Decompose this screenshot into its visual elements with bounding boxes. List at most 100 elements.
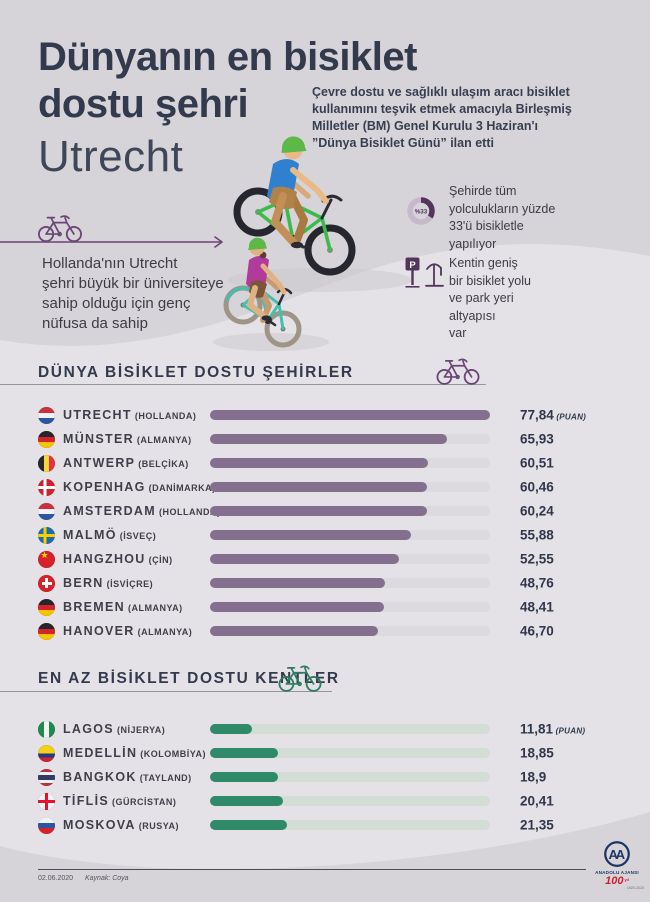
city-label: UTRECHT (HOLLANDA)	[63, 408, 197, 422]
bar-track	[210, 434, 490, 444]
city-label: MÜNSTER (ALMANYA)	[63, 432, 192, 446]
footer-divider	[38, 869, 586, 870]
bar-track	[210, 554, 490, 564]
footer-source: Kaynak: Coya	[85, 875, 129, 882]
city-label: MOSKOVA (RUSYA)	[63, 818, 179, 832]
bar-track	[210, 602, 490, 612]
chart-row: BANGKOK (TAYLAND) 18,9	[0, 765, 650, 789]
flag-icon-be	[38, 454, 55, 472]
section-title-unfriendly: EN AZ BİSİKLET DOSTU KENTLER	[38, 670, 340, 687]
value-label: 77,84 (PUAN)	[520, 407, 587, 423]
city-label: HANGZHOU (ÇİN)	[63, 552, 173, 566]
bar-track	[210, 626, 490, 636]
chart-row: LAGOS (NİJERYA) 11,81 (PUAN)	[0, 717, 650, 741]
bar-fill	[210, 506, 427, 516]
bar-fill	[210, 578, 386, 588]
flag-icon-co	[38, 744, 55, 762]
bicycle-icon-green	[277, 663, 323, 693]
bar-track	[210, 530, 490, 540]
intro-paragraph: Çevre dostu ve sağlıklı ulaşım aracı bis…	[312, 85, 572, 150]
city-label: KOPENHAG (DANİMARKA)	[63, 480, 216, 494]
chart-row: MÜNSTER (ALMANYA) 65,93	[0, 427, 650, 451]
bar-track	[210, 578, 490, 588]
bar-fill	[210, 530, 411, 540]
page-title: Dünyanın en bisiklet dostu şehri	[38, 35, 417, 126]
country-label: (ALMANYA)	[137, 627, 193, 637]
bar-track	[210, 796, 490, 806]
chart-row: UTRECHT (HOLLANDA) 77,84 (PUAN)	[0, 403, 650, 427]
footer-date: 02.06.2020	[38, 875, 74, 882]
flag-icon-nl	[38, 502, 55, 520]
bar-fill	[210, 724, 253, 734]
value-label: 60,46	[520, 479, 554, 495]
bar-track	[210, 410, 490, 420]
country-label: (KOLOMBİYA)	[140, 749, 206, 759]
bar-track	[210, 748, 490, 758]
city-label: TİFLİS (GÜRCİSTAN)	[63, 794, 177, 808]
country-label: (HOLLANDA)	[134, 411, 197, 421]
bar-track	[210, 724, 490, 734]
value-label: 11,81 (PUAN)	[520, 721, 586, 737]
bar-track	[210, 772, 490, 782]
agency-logo: AA ANADOLU AJANSI 100 yıl 1920-2020	[590, 839, 644, 890]
donut-label: %33	[415, 208, 428, 215]
value-label: 52,55	[520, 551, 554, 567]
city-label: LAGOS (NİJERYA)	[63, 722, 166, 736]
country-label: (ALMANYA)	[127, 603, 183, 613]
country-label: (GÜRCİSTAN)	[112, 797, 177, 807]
chart-row: MALMÖ (İSVEÇ) 55,88	[0, 523, 650, 547]
country-label: (TAYLAND)	[139, 773, 192, 783]
bar-track	[210, 820, 490, 830]
friendly-cities-chart: UTRECHT (HOLLANDA) 77,84 (PUAN) MÜNSTER (ALM…	[0, 403, 650, 643]
bar-track	[210, 506, 490, 516]
chart-row: AMSTERDAM (HOLLANDA) 60,24	[0, 499, 650, 523]
cyclists-illustration	[213, 136, 412, 351]
flag-icon-de	[38, 622, 55, 640]
chart-row: BREMEN (ALMANYA) 48,41	[0, 595, 650, 619]
value-label: 46,70	[520, 623, 554, 639]
agency-name: ANADOLU AJANSI	[595, 870, 639, 875]
section-divider	[0, 384, 486, 385]
bar-fill	[210, 820, 287, 830]
parking-sign-letter: P	[409, 260, 416, 271]
share-fact-text: Şehirde tüm yolculukların yüzde 33'ü bis…	[449, 184, 556, 251]
value-label: 60,51	[520, 455, 554, 471]
bar-track	[210, 482, 490, 492]
bar-fill	[210, 434, 448, 444]
flag-icon-nl	[38, 406, 55, 424]
country-label: (BELÇİKA)	[138, 459, 189, 469]
flag-icon-ch	[38, 574, 55, 592]
chart-row: MOSKOVA (RUSYA) 21,35	[0, 813, 650, 837]
bike-parking-icon: P	[405, 257, 444, 288]
value-label: 55,88	[520, 527, 554, 543]
unfriendly-cities-chart: LAGOS (NİJERYA) 11,81 (PUAN) MEDELLİN (KOLOM…	[0, 717, 650, 837]
country-label: (İSVİÇRE)	[106, 579, 154, 589]
centennial-mark: 100 yıl	[605, 875, 629, 887]
country-label: (RUSYA)	[138, 821, 179, 831]
flag-icon-se	[38, 526, 55, 544]
country-label: (ÇİN)	[148, 555, 173, 565]
section-divider	[0, 691, 332, 692]
value-label: 21,35	[520, 817, 554, 833]
bar-track	[210, 458, 490, 468]
chart-row: ANTWERP (BELÇİKA) 60,51	[0, 451, 650, 475]
chart-row: BERN (İSVİÇRE) 48,76	[0, 571, 650, 595]
value-label: 18,85	[520, 745, 554, 761]
country-label: (NİJERYA)	[116, 725, 166, 735]
city-label: AMSTERDAM (HOLLANDA)	[63, 504, 221, 518]
unit-label: (PUAN)	[553, 412, 587, 422]
chart-row: KOPENHAG (DANİMARKA) 60,46	[0, 475, 650, 499]
chart-row: MEDELLİN (KOLOMBİYA) 18,85	[0, 741, 650, 765]
bar-fill	[210, 626, 378, 636]
city-label: BREMEN (ALMANYA)	[63, 600, 183, 614]
city-label: BANGKOK (TAYLAND)	[63, 770, 192, 784]
chart-row: TİFLİS (GÜRCİSTAN) 20,41	[0, 789, 650, 813]
page-title-city: Utrecht	[38, 132, 184, 181]
bar-fill	[210, 482, 428, 492]
city-label: MEDELLİN (KOLOMBİYA)	[63, 746, 206, 760]
flag-icon-ng	[38, 720, 55, 738]
country-label: (DANİMARKA)	[148, 483, 216, 493]
country-label: (İSVEÇ)	[119, 531, 157, 541]
chart-row: HANGZHOU(ÇİN) 52,55	[0, 547, 650, 571]
